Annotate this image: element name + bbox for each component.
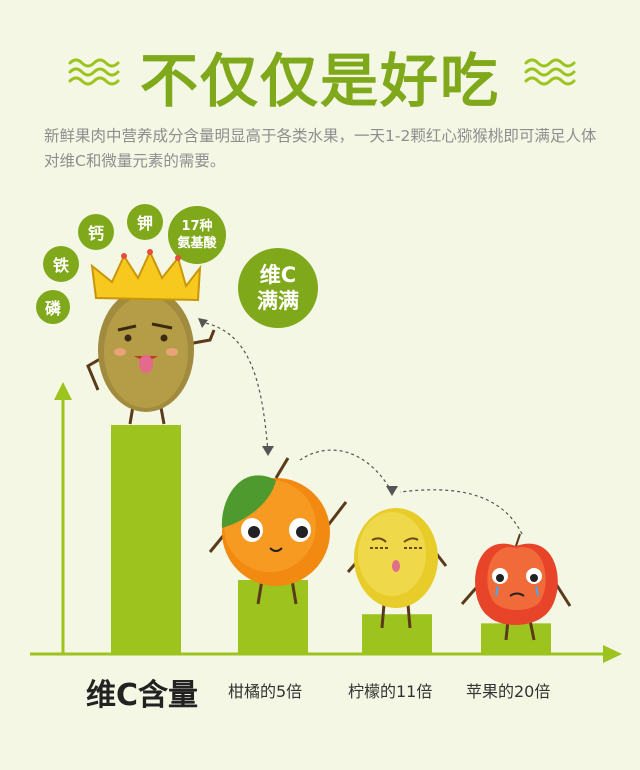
wave-left-icon: [68, 58, 120, 86]
arrowhead-icon: [386, 486, 398, 496]
vitc-bubble: 维C 满满: [238, 248, 318, 328]
wave-right-icon: [524, 58, 576, 86]
bar-2: [362, 614, 432, 653]
nutrient-bubble-amino-acids: 17种 氨基酸: [168, 206, 226, 264]
x-tick-label-orange: 柑橘的5倍: [228, 682, 303, 701]
lemon-character: [346, 508, 448, 629]
nutrient-bubble-calcium: 钙: [78, 214, 114, 250]
bar-1: [238, 580, 308, 653]
crown-icon: [90, 249, 202, 302]
apple-character: [460, 533, 572, 641]
arrowhead-icon: [262, 446, 274, 456]
orange-character: [208, 457, 348, 605]
kiwi-character: [86, 288, 216, 425]
description-text: 新鲜果肉中营养成分含量明显高于各类水果，一天1-2颗红心猕猴桃即可满足人体对维C…: [44, 127, 597, 170]
nutrient-bubble-potassium: 钾: [127, 204, 163, 240]
x-axis-arrow-icon: [603, 645, 622, 663]
y-axis-arrow-icon: [54, 382, 72, 400]
connector-orange-kiwi: [199, 321, 269, 453]
arrowhead-icon: [198, 318, 208, 328]
x-tick-label-lemon: 柠檬的11倍: [348, 682, 433, 701]
connector-apple-lemon: [399, 489, 523, 535]
nutrient-bubble-phosphorus: 磷: [36, 290, 70, 324]
connector-lemon-orange: [299, 449, 393, 493]
x-tick-label-apple: 苹果的20倍: [466, 682, 551, 701]
chart-title: 维C含量: [86, 678, 199, 713]
bar-3: [481, 623, 551, 653]
nutrient-bubble-iron: 铁: [43, 246, 79, 282]
page-title: 不仅仅是好吃: [139, 47, 500, 115]
bar-0: [111, 425, 181, 653]
